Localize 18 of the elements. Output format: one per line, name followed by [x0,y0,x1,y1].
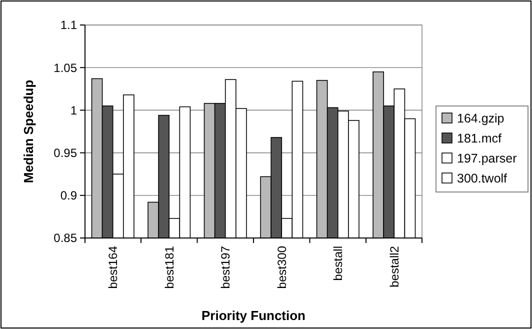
y-axis-title: Median Speedup [21,80,36,184]
y-tick-label: 1 [70,103,78,118]
legend-label: 181.mcf [457,131,502,146]
y-tick-label: 0.85 [54,231,78,246]
x-tick-label: bestall2 [387,246,402,288]
x-tick-label: best300 [274,246,289,289]
x-axis-title: Priority Function [202,308,306,323]
x-tick-label: best164 [106,246,120,289]
y-tick-label: 0.95 [54,146,78,160]
y-tick-label: 1.05 [54,60,78,75]
x-tick-label: bestall [331,246,346,281]
legend-label: 164.gzip [457,111,504,126]
x-tick-label: best181 [162,246,176,289]
y-tick-label: 1.1 [60,18,78,32]
y-tick-label: 0.9 [60,188,78,203]
legend-label: 300.twolf [457,171,508,186]
legend-label: 197.parser [457,151,517,166]
x-tick-label: best197 [218,246,233,289]
